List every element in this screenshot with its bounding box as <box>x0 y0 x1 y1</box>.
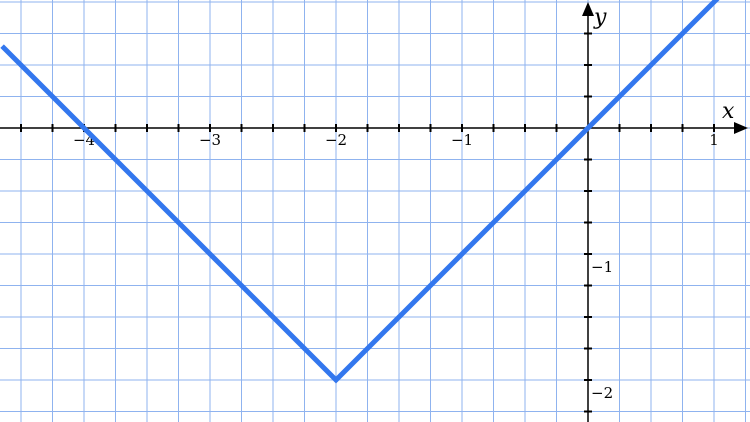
x-tick-label: 1 <box>709 131 719 149</box>
y-axis-arrow-icon <box>582 2 594 16</box>
x-tick-label: −3 <box>199 131 221 149</box>
x-tick-label: −1 <box>451 131 473 149</box>
x-axis-arrow-icon <box>734 122 748 134</box>
y-tick-label: −1 <box>591 258 613 276</box>
x-tick-label: −2 <box>325 131 347 149</box>
y-axis-label: y <box>593 5 607 30</box>
y-tick-label: −2 <box>591 384 613 402</box>
x-axis-label: x <box>722 99 735 124</box>
tick-labels: −4 −3 −2 −1 1−1−2 <box>73 131 719 402</box>
series <box>0 0 720 384</box>
function-line <box>0 0 720 384</box>
